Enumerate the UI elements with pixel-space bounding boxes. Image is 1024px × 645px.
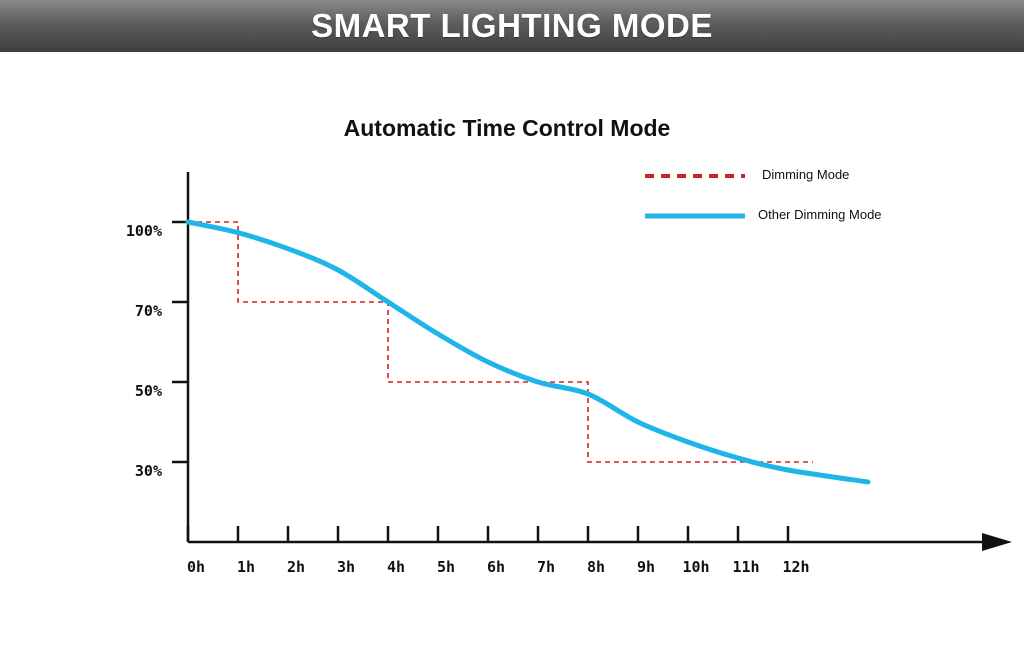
x-tick-label: 7h <box>537 558 555 576</box>
x-tick-label: 12h <box>782 558 809 576</box>
legend-label-dimming-mode: Dimming Mode <box>762 167 849 182</box>
y-tick-label: 50% <box>135 382 162 400</box>
x-tick-label: 6h <box>487 558 505 576</box>
x-tick-label: 2h <box>287 558 305 576</box>
x-ticks: 0h 1h 2h 3h 4h 5h 6h 7h 8h 9h 10h 11h 12h <box>186 526 810 576</box>
y-tick-label: 70% <box>135 302 162 320</box>
y-tick-label: 30% <box>135 462 162 480</box>
x-tick-label: 3h <box>337 558 355 576</box>
page-title: SMART LIGHTING MODE <box>311 7 713 44</box>
x-tick-label: 5h <box>437 558 455 576</box>
y-ticks: 100% 70% 50% 30% <box>126 220 188 480</box>
x-tick-label: 10h <box>682 558 709 576</box>
series-layer <box>185 219 871 485</box>
legend: Dimming Mode Other Dimming Mode <box>645 167 882 222</box>
series-dimming-mode-line <box>188 221 813 463</box>
x-tick-label: 1h <box>237 558 255 576</box>
x-tick-label: 0h <box>187 558 205 576</box>
x-tick-label: 4h <box>387 558 405 576</box>
x-tick-label: 11h <box>732 558 759 576</box>
x-axis-arrow <box>982 533 1012 551</box>
y-tick-label: 100% <box>126 222 162 240</box>
x-tick-label: 9h <box>637 558 655 576</box>
chart-title: Automatic Time Control Mode <box>344 115 671 141</box>
header-banner: SMART LIGHTING MODE <box>0 0 1024 52</box>
series-other-dimming-mode-line <box>185 219 871 485</box>
legend-label-other-dimming-mode: Other Dimming Mode <box>758 207 882 222</box>
x-tick-label: 8h <box>587 558 605 576</box>
